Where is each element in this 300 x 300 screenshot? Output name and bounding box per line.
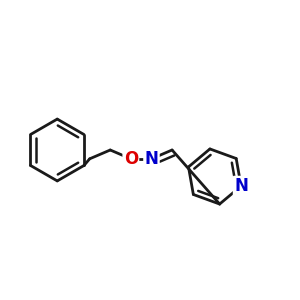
Text: N: N: [145, 150, 158, 168]
Text: N: N: [234, 177, 248, 195]
Text: O: O: [124, 150, 138, 168]
